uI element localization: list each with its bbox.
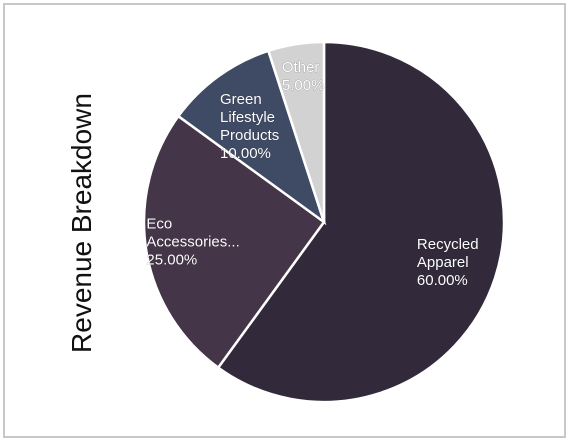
slice-label: Other 5.00%: [282, 59, 325, 94]
pie-slice-green-lifestyle-products: [176, 49, 327, 226]
pie-slice-eco-accessories: [142, 114, 326, 370]
pie-slice-recycled-apparel: [216, 40, 506, 404]
pie-slice-other: [266, 40, 326, 223]
slice-label: Green Lifestyle Products 10.00%: [220, 91, 279, 162]
slice-label: Eco Accessories... 25.00%: [146, 216, 239, 269]
slice-label: Recycled Apparel 60.00%: [417, 236, 479, 289]
